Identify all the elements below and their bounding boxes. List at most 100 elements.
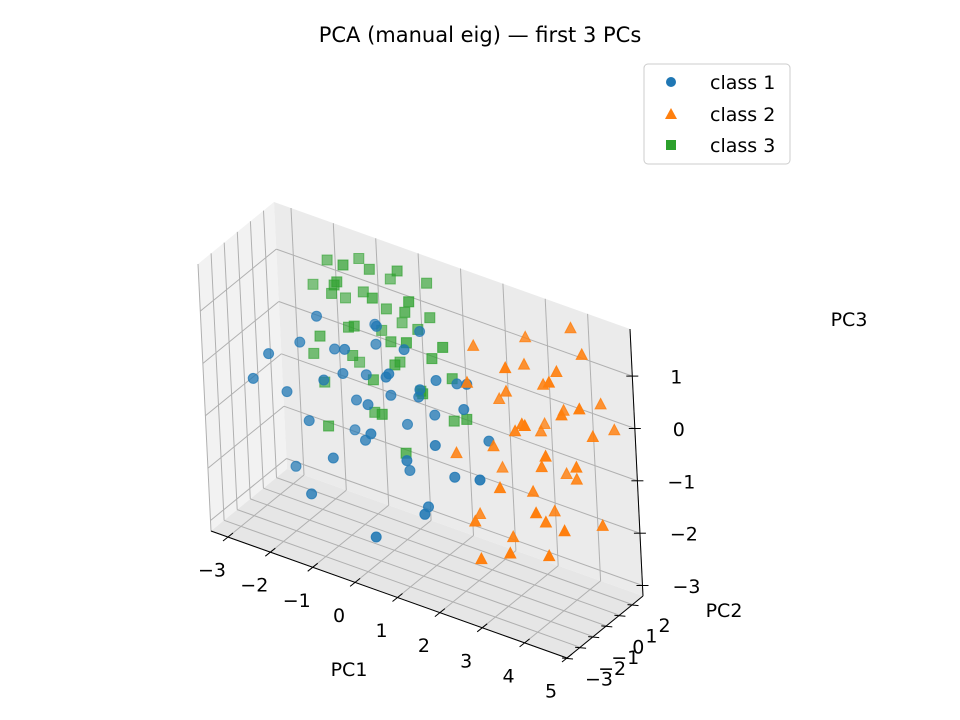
data-point-class-1 bbox=[311, 310, 322, 322]
data-point-class-2 bbox=[498, 361, 512, 374]
y-tick-label: 1 bbox=[645, 626, 657, 648]
x-tick-mark bbox=[476, 623, 488, 633]
data-point-class-1 bbox=[365, 428, 377, 440]
z-grid-line bbox=[202, 301, 280, 364]
z-tick-label: −2 bbox=[670, 524, 698, 546]
data-point-class-2 bbox=[492, 391, 506, 404]
data-point-class-2 bbox=[450, 446, 463, 459]
y-tick-mark bbox=[561, 657, 574, 660]
data-point-class-2 bbox=[607, 423, 621, 436]
data-point-class-3 bbox=[385, 336, 397, 348]
data-point-class-1 bbox=[383, 368, 395, 380]
y-grid-line bbox=[237, 509, 594, 638]
data-point-class-3 bbox=[353, 253, 365, 264]
data-point-class-3 bbox=[403, 296, 415, 308]
x-tick-mark bbox=[222, 532, 234, 542]
data-point-class-3 bbox=[448, 415, 460, 427]
data-point-class-1 bbox=[414, 384, 426, 396]
data-point-class-1 bbox=[402, 418, 413, 430]
z-grid-line bbox=[283, 405, 641, 534]
data-point-class-3 bbox=[366, 292, 378, 304]
z-tick-label: −1 bbox=[667, 471, 695, 493]
data-point-class-1 bbox=[429, 409, 441, 421]
data-point-class-1 bbox=[401, 455, 413, 467]
data-point-class-2 bbox=[529, 506, 543, 519]
data-point-class-2 bbox=[506, 530, 520, 543]
data-point-class-1 bbox=[451, 378, 463, 390]
data-point-class-2 bbox=[542, 549, 556, 562]
x-grid-line bbox=[502, 283, 517, 551]
x-grid-line bbox=[481, 565, 559, 629]
data-point-class-1 bbox=[370, 531, 382, 543]
data-point-class-2 bbox=[518, 330, 532, 343]
data-point-class-3 bbox=[348, 320, 360, 332]
y-tick-mark bbox=[588, 636, 600, 639]
y-grid-line bbox=[263, 210, 277, 478]
data-point-class-2 bbox=[468, 514, 482, 527]
data-point-class-2 bbox=[550, 364, 563, 377]
data-point-class-1 bbox=[414, 326, 426, 337]
legend-label-class-1: class 1 bbox=[710, 72, 775, 94]
x-tick-mark bbox=[519, 638, 530, 648]
data-point-class-1 bbox=[303, 415, 315, 427]
data-point-class-1 bbox=[294, 336, 306, 348]
y-tick-label: −3 bbox=[585, 669, 613, 691]
data-point-class-1 bbox=[458, 404, 470, 415]
y-grid-line bbox=[223, 242, 238, 510]
y-tick-label: 0 bbox=[632, 636, 644, 658]
z-axis-line bbox=[629, 328, 644, 597]
x-grid-line bbox=[332, 223, 347, 491]
data-point-class-3 bbox=[321, 254, 333, 266]
data-point-class-3 bbox=[391, 265, 403, 277]
data-point-class-2 bbox=[503, 546, 517, 559]
z-axis-label: PC3 bbox=[831, 309, 868, 331]
data-point-class-3 bbox=[357, 286, 369, 298]
data-point-class-2 bbox=[575, 347, 589, 360]
data-point-class-2 bbox=[548, 504, 562, 517]
x-axis-label: PC1 bbox=[331, 659, 368, 681]
data-point-class-1 bbox=[318, 374, 330, 386]
data-point-class-2 bbox=[570, 472, 584, 485]
y-grid-line bbox=[249, 221, 264, 489]
y-tick-mark bbox=[627, 604, 639, 607]
data-point-class-1 bbox=[385, 389, 397, 401]
data-point-class-2 bbox=[466, 338, 480, 351]
data-point-class-1 bbox=[337, 368, 349, 379]
x-tick-label: −3 bbox=[198, 560, 226, 582]
pane-floor bbox=[211, 469, 643, 658]
data-point-class-2 bbox=[535, 460, 549, 473]
data-point-class-1 bbox=[263, 348, 275, 360]
y-tick-mark bbox=[575, 646, 587, 649]
data-point-class-1 bbox=[371, 320, 382, 332]
data-point-class-3 bbox=[437, 341, 449, 353]
data-point-class-2 bbox=[558, 524, 571, 537]
y-grid-line bbox=[250, 498, 607, 627]
data-point-class-2 bbox=[493, 481, 507, 494]
x-grid-line bbox=[587, 313, 602, 581]
data-point-class-2 bbox=[542, 375, 556, 388]
chart-title: PCA (manual eig) — first 3 PCs bbox=[319, 23, 642, 47]
x-tick-label: 5 bbox=[545, 681, 557, 703]
data-point-class-3 bbox=[323, 420, 335, 432]
y-tick-label: −2 bbox=[598, 658, 626, 680]
x-tick-label: 2 bbox=[418, 635, 430, 657]
data-point-class-3 bbox=[337, 259, 349, 271]
data-point-class-2 bbox=[517, 357, 531, 370]
data-point-class-1 bbox=[419, 508, 431, 520]
data-point-class-2 bbox=[586, 429, 600, 442]
y-tick-mark bbox=[614, 614, 626, 617]
data-point-class-3 bbox=[396, 317, 408, 329]
data-point-class-3 bbox=[384, 273, 396, 285]
data-point-class-2 bbox=[538, 416, 551, 429]
legend-marker-class-1 bbox=[666, 77, 676, 87]
data-point-class-1 bbox=[306, 488, 318, 500]
y-grid-line bbox=[197, 263, 212, 532]
z-grid-line bbox=[205, 353, 282, 417]
x-tick-mark bbox=[307, 562, 319, 572]
x-grid-line bbox=[269, 489, 347, 553]
data-point-class-3 bbox=[426, 353, 438, 365]
x-tick-label: 1 bbox=[375, 620, 387, 642]
data-point-class-3 bbox=[347, 350, 359, 361]
